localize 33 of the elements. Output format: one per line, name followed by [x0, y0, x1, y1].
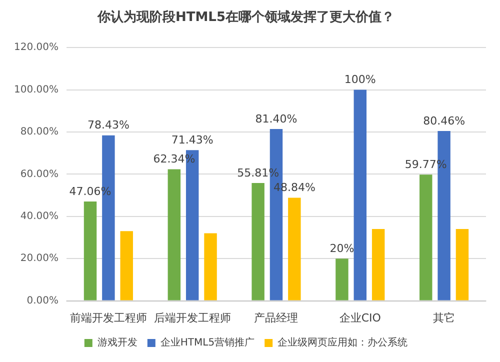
data-label: 78.43%: [87, 118, 130, 132]
bar: [456, 229, 469, 300]
bar: [336, 258, 348, 300]
y-tick-label: 100.00%: [14, 84, 58, 96]
x-tick-label: 产品经理: [254, 311, 298, 324]
bar: [120, 231, 133, 300]
data-label: 20%: [330, 242, 354, 255]
data-label: 80.46%: [423, 114, 466, 128]
bar: [288, 198, 301, 300]
y-tick-label: 80.00%: [20, 126, 58, 138]
data-label: 81.40%: [255, 112, 298, 126]
bar: [204, 233, 217, 300]
x-tick-label: 后端开发工程师: [154, 311, 231, 324]
bar: [168, 169, 181, 300]
chart-title: 你认为现阶段HTML5在哪个领域发挥了更大价值？: [96, 10, 395, 26]
y-tick-label: 40.00%: [20, 210, 58, 222]
bar: [354, 90, 367, 300]
legend-label: 游戏开发: [97, 336, 138, 349]
y-tick-label: 120.00%: [14, 42, 58, 54]
bar: [420, 174, 432, 300]
legend-label: 企业HTML5营销推广: [160, 336, 255, 349]
x-tick-label: 企业CIO: [339, 311, 382, 324]
legend-label: 企业级网页应用如：办公系统: [278, 336, 408, 349]
bar: [84, 202, 97, 300]
y-tick-label: 0.00%: [26, 295, 58, 306]
data-label: 100%: [344, 73, 376, 86]
data-label: 71.43%: [171, 133, 214, 146]
bar: [252, 183, 264, 300]
bar: [372, 229, 385, 300]
y-tick-label: 60.00%: [20, 168, 58, 180]
x-tick-label: 其它: [433, 311, 456, 324]
x-tick-label: 前端开发工程师: [70, 311, 147, 324]
y-tick-label: 20.00%: [20, 253, 58, 264]
